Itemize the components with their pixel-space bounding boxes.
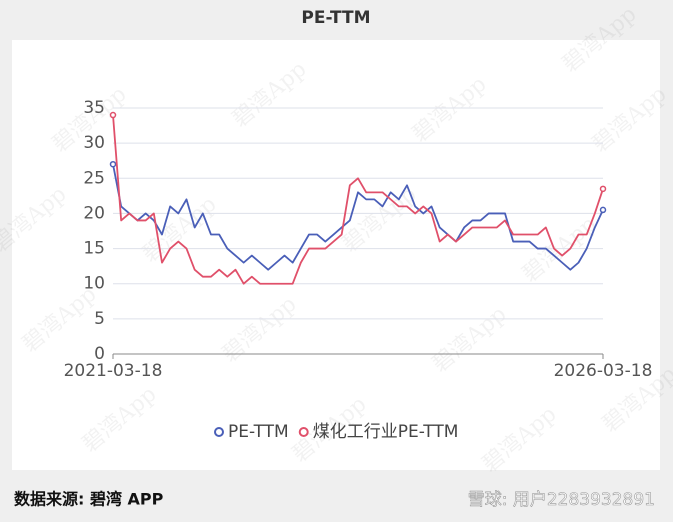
credit: 雪球: 用户2283932891 bbox=[468, 490, 655, 510]
y-tick-label: 0 bbox=[94, 344, 105, 364]
y-tick-label: 10 bbox=[83, 274, 105, 294]
end-marker bbox=[109, 160, 117, 168]
y-tick-label: 25 bbox=[83, 168, 105, 188]
chart-title: PE-TTM bbox=[301, 8, 370, 28]
y-tick-label: 15 bbox=[83, 239, 105, 259]
source: 数据来源: 碧湾 APP bbox=[14, 490, 164, 509]
y-tick-label: 35 bbox=[83, 98, 105, 118]
legend-label: 煤化工行业PE-TTM bbox=[313, 422, 459, 442]
y-tick-label: 30 bbox=[83, 133, 105, 153]
end-marker bbox=[109, 111, 117, 119]
legend-label: PE-TTM bbox=[228, 422, 289, 442]
legend-marker bbox=[214, 427, 224, 437]
x-tick-label: 2021-03-18 bbox=[64, 361, 163, 381]
end-marker bbox=[599, 206, 607, 214]
y-tick-label: 20 bbox=[83, 203, 105, 223]
series-line bbox=[112, 114, 604, 285]
x-tick-label: 2026-03-18 bbox=[554, 361, 653, 381]
legend-marker bbox=[298, 427, 309, 437]
series-line bbox=[112, 164, 604, 271]
y-tick-label: 5 bbox=[94, 309, 105, 329]
end-marker bbox=[599, 185, 607, 193]
